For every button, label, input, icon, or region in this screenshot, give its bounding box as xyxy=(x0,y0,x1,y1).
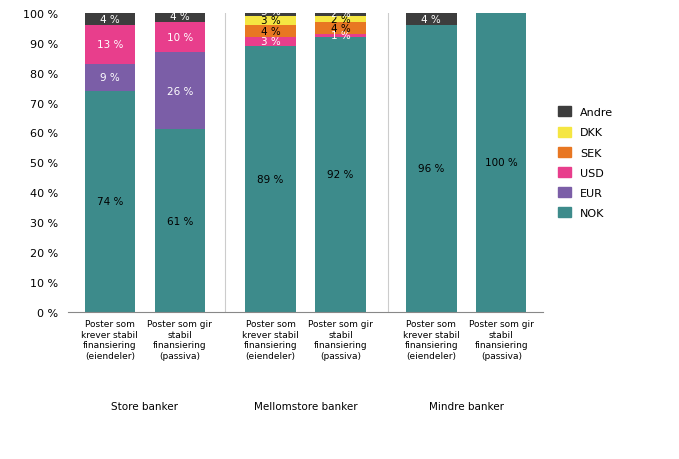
Bar xyxy=(245,26,296,38)
Text: 26 %: 26 % xyxy=(166,86,193,96)
Bar xyxy=(245,46,296,312)
Text: 10 %: 10 % xyxy=(166,33,193,43)
Text: 9 %: 9 % xyxy=(100,73,120,83)
Bar xyxy=(406,26,456,312)
Text: 4 %: 4 % xyxy=(170,12,189,22)
Text: 92 %: 92 % xyxy=(327,170,354,180)
Bar xyxy=(85,65,135,91)
Bar xyxy=(155,11,205,22)
Text: 3 %: 3 % xyxy=(261,16,280,26)
Text: 2 %: 2 % xyxy=(331,9,350,19)
Bar xyxy=(315,35,366,38)
Bar xyxy=(155,53,205,130)
Text: Mellomstore banker: Mellomstore banker xyxy=(254,402,357,412)
Bar xyxy=(245,38,296,46)
Text: 4 %: 4 % xyxy=(422,15,441,25)
Bar xyxy=(315,23,366,35)
Text: 4 %: 4 % xyxy=(331,24,350,34)
Legend: Andre, DKK, SEK, USD, EUR, NOK: Andre, DKK, SEK, USD, EUR, NOK xyxy=(553,103,618,223)
Text: 89 %: 89 % xyxy=(257,174,284,185)
Bar xyxy=(245,17,296,26)
Text: 61 %: 61 % xyxy=(166,216,193,226)
Text: Store banker: Store banker xyxy=(111,402,179,412)
Bar xyxy=(476,14,526,312)
Text: Mindre banker: Mindre banker xyxy=(429,402,504,412)
Text: 13 %: 13 % xyxy=(96,40,123,50)
Bar xyxy=(315,17,366,22)
Text: 3 %: 3 % xyxy=(261,7,280,17)
Bar xyxy=(315,38,366,312)
Text: 2 %: 2 % xyxy=(331,15,350,25)
Text: 96 %: 96 % xyxy=(418,164,445,174)
Bar xyxy=(85,26,135,65)
Bar xyxy=(155,22,205,52)
Text: 4 %: 4 % xyxy=(100,15,120,25)
Bar xyxy=(85,91,135,312)
Bar xyxy=(155,130,205,312)
Text: 1 %: 1 % xyxy=(331,31,350,41)
Bar xyxy=(245,8,296,17)
Bar xyxy=(85,14,135,26)
Text: 74 %: 74 % xyxy=(96,197,123,207)
Bar xyxy=(315,11,366,17)
Text: 3 %: 3 % xyxy=(261,37,280,47)
Text: 100 %: 100 % xyxy=(485,158,517,168)
Text: 4 %: 4 % xyxy=(261,27,280,37)
Bar xyxy=(406,14,456,26)
